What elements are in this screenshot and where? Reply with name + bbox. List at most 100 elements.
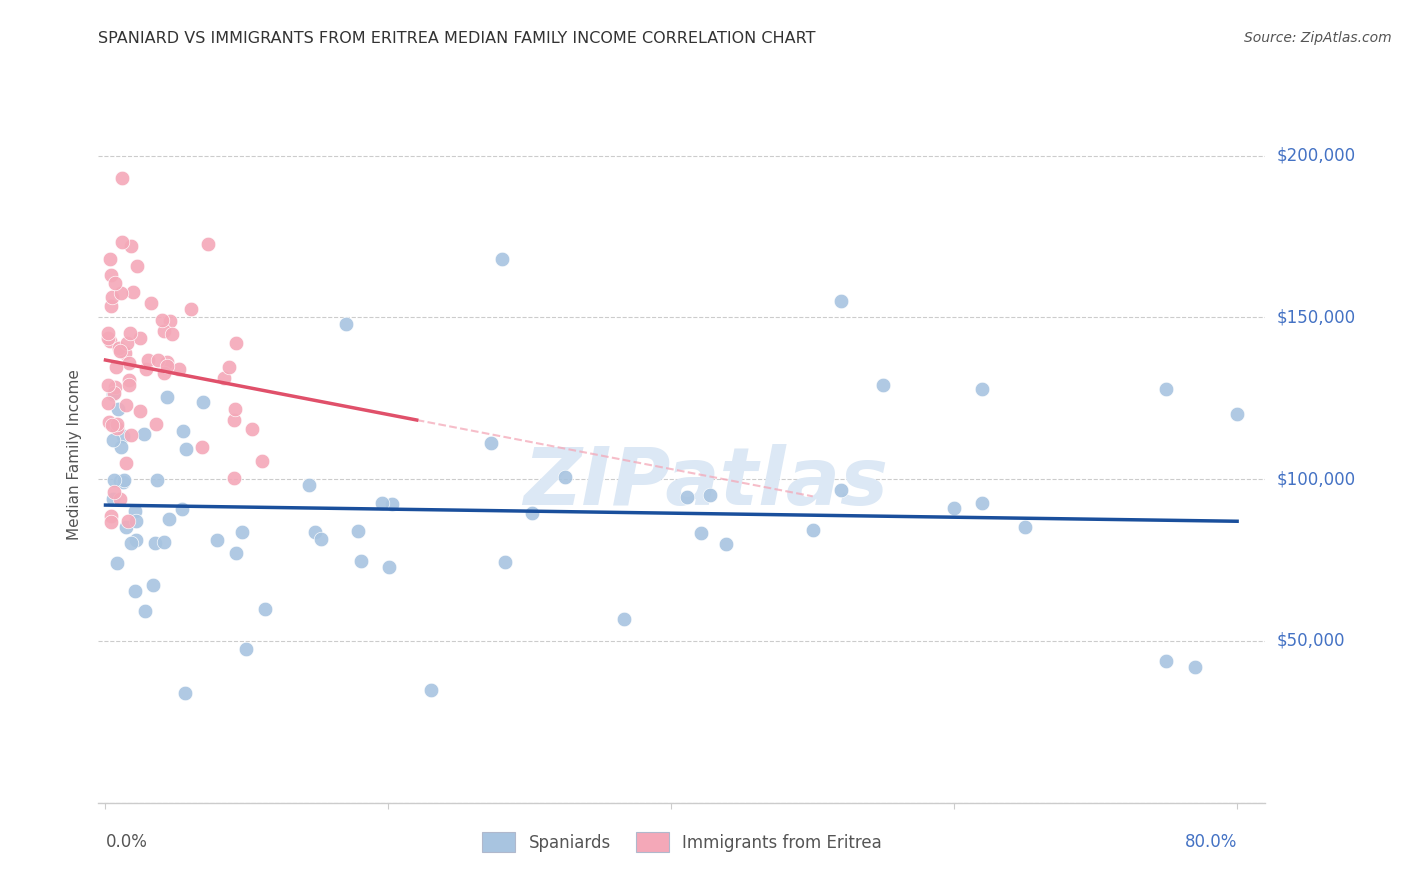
Point bbox=[115, 456, 138, 470]
Point bbox=[104, 276, 127, 290]
Point bbox=[224, 401, 246, 416]
Point bbox=[100, 268, 122, 283]
Point bbox=[224, 413, 246, 427]
Point bbox=[100, 418, 122, 433]
Point bbox=[105, 417, 128, 431]
Point bbox=[143, 536, 166, 550]
Point bbox=[350, 554, 373, 568]
Point bbox=[167, 362, 190, 376]
Point bbox=[101, 491, 124, 506]
Point bbox=[97, 378, 120, 392]
Point bbox=[105, 360, 128, 375]
Point bbox=[1014, 520, 1036, 534]
Point bbox=[479, 436, 502, 450]
Point bbox=[108, 343, 131, 358]
Point bbox=[494, 555, 516, 569]
Point bbox=[105, 556, 128, 570]
Point bbox=[114, 398, 136, 412]
Point bbox=[110, 286, 132, 301]
Point bbox=[371, 496, 394, 510]
Point bbox=[120, 428, 142, 442]
Point bbox=[1184, 660, 1206, 674]
Point bbox=[97, 395, 120, 409]
Point bbox=[134, 604, 156, 618]
Point bbox=[100, 509, 122, 524]
Point bbox=[118, 373, 141, 387]
Point bbox=[690, 525, 713, 540]
Point bbox=[153, 324, 176, 338]
Y-axis label: Median Family Income: Median Family Income bbox=[66, 369, 82, 541]
Point bbox=[173, 686, 195, 700]
Point bbox=[101, 433, 124, 447]
Point bbox=[118, 326, 141, 340]
Point bbox=[117, 514, 139, 528]
Point bbox=[97, 330, 120, 344]
Point bbox=[520, 506, 543, 520]
Point bbox=[135, 362, 157, 376]
Point bbox=[159, 313, 181, 327]
Point bbox=[146, 473, 169, 487]
Point bbox=[156, 390, 179, 404]
Point bbox=[108, 491, 131, 506]
Point bbox=[108, 341, 131, 355]
Point bbox=[98, 415, 121, 429]
Point bbox=[419, 682, 441, 697]
Point bbox=[125, 514, 148, 528]
Point bbox=[304, 525, 326, 540]
Point bbox=[155, 355, 177, 369]
Text: ZIPatlas: ZIPatlas bbox=[523, 443, 887, 522]
Point bbox=[100, 515, 122, 529]
Legend: Spaniards, Immigrants from Eritrea: Spaniards, Immigrants from Eritrea bbox=[474, 823, 890, 861]
Point bbox=[174, 442, 197, 456]
Point bbox=[136, 352, 159, 367]
Point bbox=[972, 496, 994, 510]
Text: $100,000: $100,000 bbox=[1277, 470, 1355, 488]
Point bbox=[101, 290, 124, 304]
Point bbox=[124, 504, 146, 518]
Text: $150,000: $150,000 bbox=[1277, 309, 1355, 326]
Point bbox=[193, 394, 215, 409]
Point bbox=[190, 440, 212, 454]
Point bbox=[160, 326, 183, 341]
Point bbox=[972, 382, 994, 396]
Point bbox=[120, 239, 142, 253]
Point bbox=[380, 497, 402, 511]
Point bbox=[124, 583, 146, 598]
Point bbox=[253, 601, 276, 615]
Text: 0.0%: 0.0% bbox=[105, 833, 148, 851]
Point bbox=[145, 417, 167, 432]
Point bbox=[801, 523, 824, 537]
Point bbox=[97, 326, 120, 340]
Point bbox=[335, 317, 357, 331]
Point bbox=[1226, 408, 1249, 422]
Point bbox=[943, 501, 966, 516]
Point bbox=[1156, 654, 1178, 668]
Point bbox=[830, 294, 852, 309]
Point bbox=[98, 334, 121, 349]
Point bbox=[378, 560, 401, 574]
Text: $50,000: $50,000 bbox=[1277, 632, 1346, 650]
Point bbox=[111, 429, 134, 443]
Point bbox=[298, 478, 321, 492]
Point bbox=[225, 335, 247, 350]
Point bbox=[172, 424, 194, 438]
Point bbox=[129, 404, 152, 418]
Point bbox=[212, 371, 235, 385]
Point bbox=[714, 537, 737, 551]
Point bbox=[1156, 382, 1178, 396]
Point bbox=[224, 471, 246, 485]
Point bbox=[225, 546, 247, 560]
Point bbox=[347, 524, 370, 538]
Point bbox=[491, 252, 513, 267]
Point bbox=[157, 512, 180, 526]
Point bbox=[107, 401, 129, 416]
Point bbox=[111, 475, 134, 489]
Text: $200,000: $200,000 bbox=[1277, 146, 1355, 165]
Point bbox=[104, 379, 127, 393]
Point bbox=[100, 252, 122, 267]
Text: Source: ZipAtlas.com: Source: ZipAtlas.com bbox=[1244, 31, 1392, 45]
Point bbox=[103, 473, 125, 487]
Point bbox=[231, 524, 253, 539]
Point bbox=[101, 386, 124, 401]
Point bbox=[118, 356, 141, 370]
